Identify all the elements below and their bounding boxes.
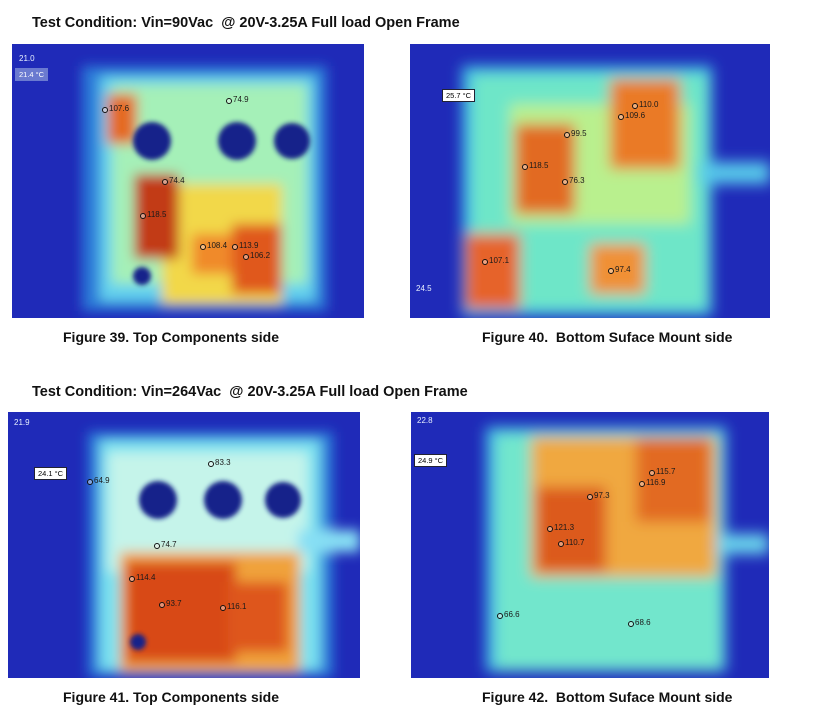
- figure-caption: Figure 41. Top Components side: [63, 689, 279, 705]
- spot-temperature: 76.3: [562, 176, 585, 185]
- thermal-heatmap: [410, 44, 770, 318]
- thermal-heatmap: [12, 44, 364, 318]
- spot-temperature: 109.6: [617, 111, 646, 120]
- spot-temperature: 118.5: [139, 210, 167, 219]
- spot-temperature: 99.5: [564, 129, 587, 138]
- spot-temperature: 74.4: [162, 176, 185, 185]
- spot-reference-box: 24.9 °C: [414, 454, 448, 467]
- spot-temperature: 107.6: [101, 104, 130, 113]
- spot-temperature: 97.3: [587, 491, 610, 500]
- spot-reference-box: 21.4 °C: [15, 68, 49, 81]
- thermal-image-fig39: 21.0 21.4 °C 107.6 74.9 74.4 118.5 108.4…: [12, 44, 364, 318]
- spot-temperature: 113.9: [231, 241, 259, 250]
- spot-temperature: 118.5: [521, 161, 549, 170]
- thermal-image-fig40: 25.7 °C 24.5 110.0 109.6 99.5 118.5 76.3…: [410, 44, 770, 318]
- spot-temperature: 110.7: [557, 538, 585, 547]
- thermal-image-fig42: 22.8 24.9 °C 115.7 116.9 97.3 121.3 110.…: [411, 412, 769, 678]
- thermal-heatmap: [8, 412, 360, 678]
- spot-temperature: 66.6: [497, 610, 520, 619]
- figure-caption: Figure 39. Top Components side: [63, 329, 279, 345]
- spot-temperature: 116.9: [638, 478, 666, 487]
- thermal-heatmap: [411, 412, 769, 678]
- spot-reference-box: 25.7 °C: [442, 89, 476, 102]
- figure-caption: Figure 42. Bottom Suface Mount side: [482, 689, 733, 705]
- spot-temperature: 106.2: [242, 251, 271, 260]
- spot-temperature: 93.7: [159, 599, 182, 608]
- spot-temperature: 114.4: [128, 573, 156, 582]
- corner-temp-top: 21.0: [19, 54, 35, 63]
- spot-temperature: 116.1: [219, 602, 247, 611]
- thermal-image-fig41: 21.9 24.1 °C 64.9 83.3 74.7 114.4 93.7 1…: [8, 412, 360, 678]
- spot-temperature: 74.7: [154, 540, 177, 549]
- corner-temp-top: 22.8: [417, 416, 433, 425]
- spot-temperature: 64.9: [87, 476, 110, 485]
- spot-temperature: 107.1: [481, 256, 510, 265]
- spot-temperature: 115.7: [648, 467, 676, 476]
- spot-temperature: 108.4: [199, 241, 228, 250]
- test-condition-264vac: Test Condition: Vin=264Vac @ 20V-3.25A F…: [32, 384, 468, 400]
- figure-caption: Figure 40. Bottom Suface Mount side: [482, 329, 733, 345]
- spot-reference-box: 24.1 °C: [34, 467, 68, 480]
- spot-temperature: 83.3: [208, 458, 231, 467]
- corner-temp-top: 21.9: [14, 418, 30, 427]
- spot-temperature: 74.9: [226, 95, 249, 104]
- spot-temperature: 121.3: [546, 523, 575, 532]
- spot-temperature: 110.0: [631, 100, 659, 109]
- test-condition-90vac: Test Condition: Vin=90Vac @ 20V-3.25A Fu…: [32, 15, 460, 31]
- corner-temp-bottom: 24.5: [416, 284, 432, 293]
- spot-temperature: 97.4: [608, 265, 631, 274]
- spot-temperature: 68.6: [628, 618, 651, 627]
